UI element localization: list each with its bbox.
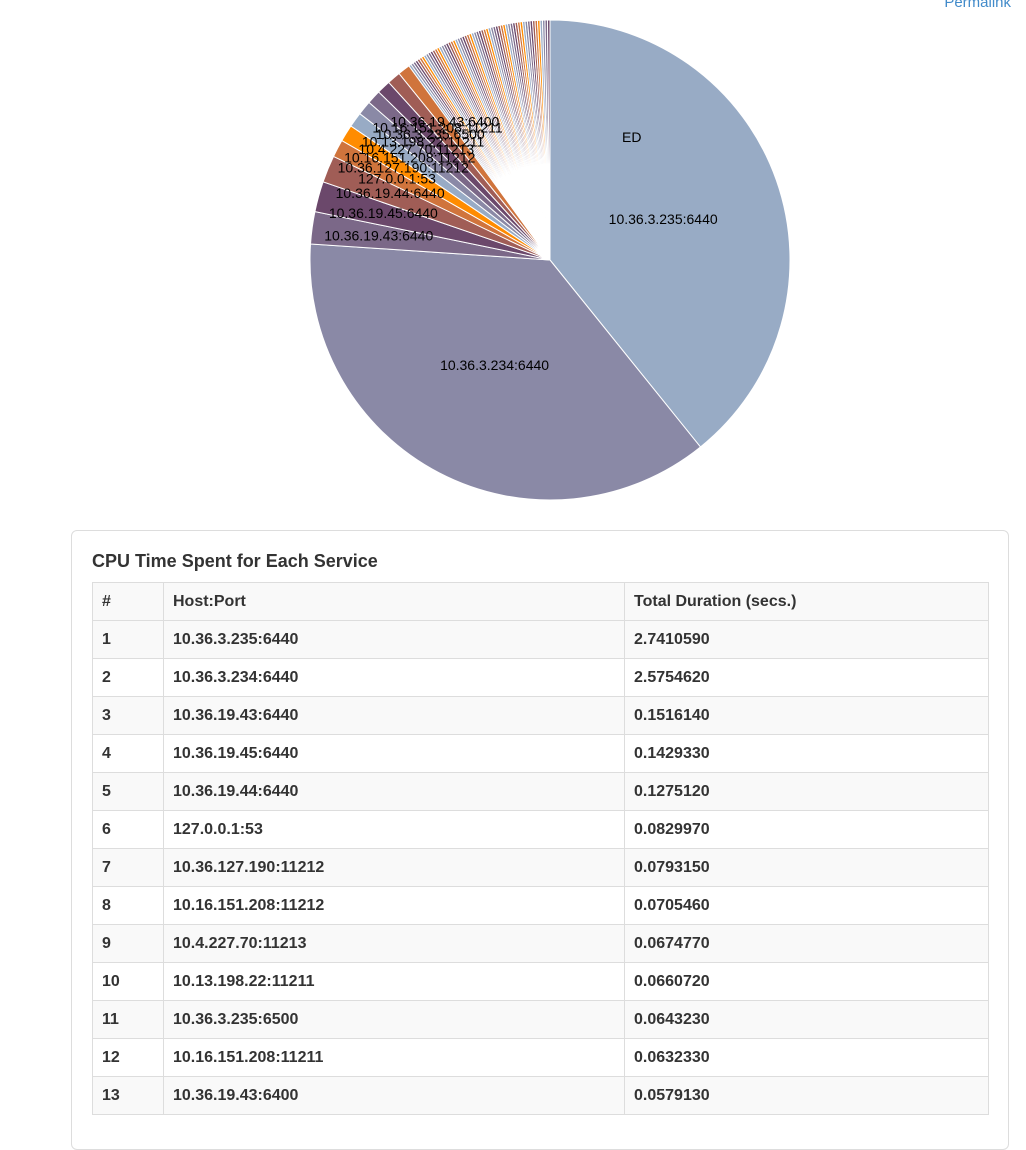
pie-slice-label: 10.36.19.45:6440 bbox=[329, 205, 438, 221]
pie-slice-label: 10.36.19.44:6440 bbox=[336, 185, 445, 201]
cell-index: 6 bbox=[92, 810, 164, 849]
cell-total-duration: 0.1275120 bbox=[624, 772, 989, 811]
cell-host-port: 10.36.3.235:6500 bbox=[163, 1000, 625, 1039]
cell-total-duration: 0.0674770 bbox=[624, 924, 989, 963]
column-header-total-duration: Total Duration (secs.) bbox=[624, 582, 989, 621]
cell-total-duration: 0.1516140 bbox=[624, 696, 989, 735]
column-header-host-port: Host:Port bbox=[163, 582, 625, 621]
cell-total-duration: 0.0632330 bbox=[624, 1038, 989, 1077]
cell-index: 3 bbox=[92, 696, 164, 735]
cell-host-port: 127.0.0.1:53 bbox=[163, 810, 625, 849]
table-body: 1 10.36.3.235:6440 2.7410590 2 10.36.3.234:6… bbox=[92, 620, 989, 1115]
cell-index: 12 bbox=[92, 1038, 164, 1077]
cell-host-port: 10.36.19.44:6440 bbox=[163, 772, 625, 811]
pie-slice bbox=[309, 243, 702, 501]
table-row: 3 10.36.19.43:6440 0.1516140 bbox=[92, 696, 989, 735]
panel-title: CPU Time Spent for Each Service bbox=[92, 551, 378, 571]
cell-total-duration: 2.7410590 bbox=[624, 620, 989, 659]
table-row: 8 10.16.151.208:11212 0.0705460 bbox=[92, 886, 989, 925]
pie-slice-label: 10.36.127.190:11212 bbox=[338, 159, 470, 175]
pie-slice-label: 10.36.3.235:6500 bbox=[376, 126, 485, 142]
table-row: 5 10.36.19.44:6440 0.1275120 bbox=[92, 772, 989, 811]
table-row: 13 10.36.19.43:6400 0.0579130 bbox=[92, 1076, 989, 1115]
pie-slice-label: 10.4.227.70:11213 bbox=[358, 141, 474, 157]
cell-host-port: 10.36.19.43:6440 bbox=[163, 696, 625, 735]
pie-other-label: ED bbox=[622, 129, 641, 145]
table-row: 6 127.0.0.1:53 0.0829970 bbox=[92, 810, 989, 849]
cell-index: 4 bbox=[92, 734, 164, 773]
cell-index: 10 bbox=[92, 962, 164, 1001]
cell-total-duration: 0.0643230 bbox=[624, 1000, 989, 1039]
cell-index: 2 bbox=[92, 658, 164, 697]
table-row: 9 10.4.227.70:11213 0.0674770 bbox=[92, 924, 989, 963]
cell-host-port: 10.13.198.22:11211 bbox=[163, 962, 625, 1001]
cell-total-duration: 0.0660720 bbox=[624, 962, 989, 1001]
cell-index: 13 bbox=[92, 1076, 164, 1115]
cell-index: 1 bbox=[92, 620, 164, 659]
cell-index: 7 bbox=[92, 848, 164, 887]
table-row: 10 10.13.198.22:11211 0.0660720 bbox=[92, 962, 989, 1001]
cell-total-duration: 0.0579130 bbox=[624, 1076, 989, 1115]
cell-total-duration: 2.5754620 bbox=[624, 658, 989, 697]
pie-slice bbox=[549, 19, 791, 448]
pie-slice-label: 127.0.0.1:53 bbox=[358, 170, 436, 186]
cell-host-port: 10.16.151.208:11212 bbox=[163, 886, 625, 925]
cell-index: 11 bbox=[92, 1000, 164, 1039]
table-row: 11 10.36.3.235:6500 0.0643230 bbox=[92, 1000, 989, 1039]
cell-host-port: 10.36.3.235:6440 bbox=[163, 620, 625, 659]
cell-total-duration: 0.0829970 bbox=[624, 810, 989, 849]
table-row: 2 10.36.3.234:6440 2.5754620 bbox=[92, 658, 989, 697]
cell-host-port: 10.16.151.208:11211 bbox=[163, 1038, 625, 1077]
cell-host-port: 10.36.3.234:6440 bbox=[163, 658, 625, 697]
cell-total-duration: 0.0793150 bbox=[624, 848, 989, 887]
pie-slice-label: 10.36.3.235:6440 bbox=[609, 211, 718, 227]
pie-slice-label: 10.16.151.208:11212 bbox=[344, 150, 476, 166]
cell-host-port: 10.4.227.70:11213 bbox=[163, 924, 625, 963]
cell-index: 9 bbox=[92, 924, 164, 963]
cpu-time-table: # Host:Port Total Duration (secs.) 1 10.3… bbox=[92, 582, 989, 1115]
table-header-row: # Host:Port Total Duration (secs.) bbox=[92, 582, 989, 621]
table-row: 7 10.36.127.190:11212 0.0793150 bbox=[92, 848, 989, 887]
cell-host-port: 10.36.19.45:6440 bbox=[163, 734, 625, 773]
pie-slice-label: 10.36.3.234:6440 bbox=[440, 357, 549, 373]
table-row: 12 10.16.151.208:11211 0.0632330 bbox=[92, 1038, 989, 1077]
pie-slice-label: 10.36.19.43:6440 bbox=[324, 227, 433, 243]
table-row: 1 10.36.3.235:6440 2.7410590 bbox=[92, 620, 989, 659]
cell-host-port: 10.36.19.43:6400 bbox=[163, 1076, 625, 1115]
cpu-time-panel: CPU Time Spent for Each Service # Host:P… bbox=[71, 530, 1009, 1150]
pie-chart: 10.36.3.235:6440 10.36.3.234:6440 10.36.19… bbox=[300, 10, 800, 510]
pie-slice-label: 10.36.19.43:6400 bbox=[390, 114, 499, 130]
pie-chart-svg: 10.36.3.235:6440 10.36.3.234:6440 10.36.19… bbox=[309, 19, 791, 501]
table-row: 4 10.36.19.45:6440 0.1429330 bbox=[92, 734, 989, 773]
cell-host-port: 10.36.127.190:11212 bbox=[163, 848, 625, 887]
pie-slice-label: 10.16.151.208:11211 bbox=[372, 120, 502, 136]
column-header-index: # bbox=[92, 582, 164, 621]
pie-slice-label: 10.13.198.22:11211 bbox=[362, 133, 485, 149]
cell-index: 5 bbox=[92, 772, 164, 811]
cell-index: 8 bbox=[92, 886, 164, 925]
permalink-link[interactable]: Permalink bbox=[944, 0, 1011, 11]
cell-total-duration: 0.0705460 bbox=[624, 886, 989, 925]
cell-total-duration: 0.1429330 bbox=[624, 734, 989, 773]
pie-slice-small bbox=[546, 19, 551, 261]
